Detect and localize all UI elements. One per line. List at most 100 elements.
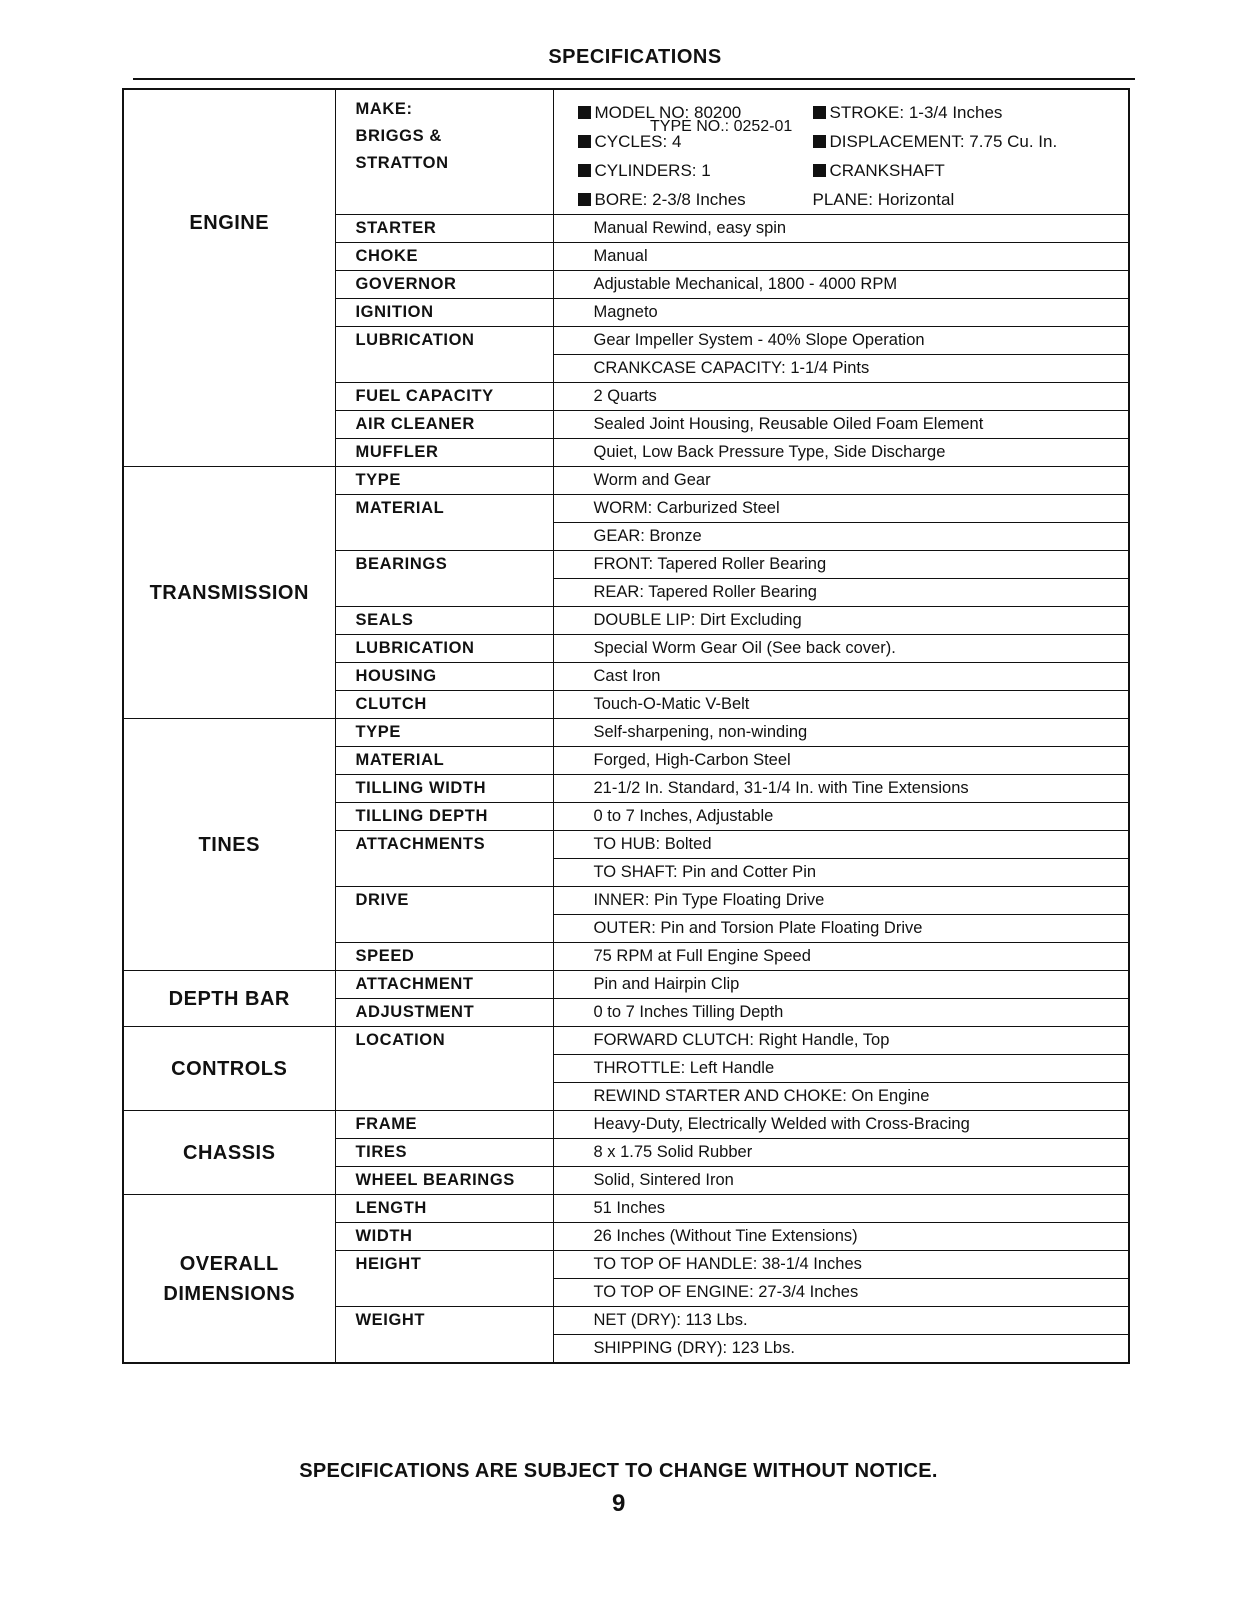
spec-label: WHEEL BEARINGS xyxy=(334,1166,554,1195)
spec-label: MATERIAL xyxy=(334,746,554,775)
top-rule xyxy=(133,78,1135,80)
bullet-square-icon xyxy=(577,164,591,177)
table-row: DRIVE INNER: Pin Type Floating Drive xyxy=(123,886,1130,943)
spec-value: Solid, Sintered Iron xyxy=(552,1166,1130,1195)
spec-label: TILLING DEPTH xyxy=(334,802,554,831)
spec-value: REAR: Tapered Roller Bearing xyxy=(552,578,1130,607)
spec-value: Self-sharpening, non-winding xyxy=(552,718,1130,747)
spec-value: SHIPPING (DRY): 123 Lbs. xyxy=(552,1334,1130,1364)
spec-value: FRONT: Tapered Roller Bearing xyxy=(552,550,1130,579)
table-row: HEIGHT TO TOP OF HANDLE: 38-1/4 Inches xyxy=(123,1250,1130,1307)
table-row: OUTER: Pin and Torsion Plate Floating Dr… xyxy=(123,914,1130,943)
make-label: MAKE: BRIGGS & STRATTON xyxy=(334,88,554,215)
spec-label: ADJUSTMENT xyxy=(334,998,554,1027)
spec-label: TILLING WIDTH xyxy=(334,774,554,803)
spec-value: INNER: Pin Type Floating Drive xyxy=(552,886,1130,915)
spec-label: BEARINGS xyxy=(334,550,554,607)
spec-value: REWIND STARTER AND CHOKE: On Engine xyxy=(552,1082,1130,1111)
spec-label: GOVERNOR xyxy=(334,270,554,299)
spec-value: THROTTLE: Left Handle xyxy=(552,1054,1130,1083)
spec-value: 0 to 7 Inches, Adjustable xyxy=(552,802,1130,831)
table-row: BEARINGS FRONT: Tapered Roller Bearing xyxy=(123,550,1130,607)
table-row: LUBRICATION Gear Impeller System - 40% Sl… xyxy=(123,326,1130,383)
spec-label: AIR CLEANER xyxy=(334,410,554,439)
spec-label: ATTACHMENT xyxy=(334,970,554,999)
spec-value: Adjustable Mechanical, 1800 - 4000 RPM xyxy=(552,270,1130,299)
table-row: LUBRICATION Special Worm Gear Oil (See ba… xyxy=(123,634,1130,663)
spec-value: Gear Impeller System - 40% Slope Operati… xyxy=(552,326,1130,355)
spec-value: Cast Iron xyxy=(552,662,1130,691)
spec-value: 0 to 7 Inches Tilling Depth xyxy=(552,998,1130,1027)
spec-value: TO TOP OF ENGINE: 27-3/4 Inches xyxy=(552,1278,1130,1307)
spec-label: MUFFLER xyxy=(334,438,554,467)
engine-spec-item: CRANKSHAFT xyxy=(812,156,1113,185)
table-row: WEIGHT NET (DRY): 113 Lbs. xyxy=(123,1306,1130,1364)
spec-value: 26 Inches (Without Tine Extensions) xyxy=(552,1222,1130,1251)
table-row: ADJUSTMENT 0 to 7 Inches Tilling Depth xyxy=(123,998,1130,1027)
spec-value: Manual xyxy=(552,242,1130,271)
engine-spec-text: CRANKSHAFT xyxy=(829,161,945,180)
table-row: CHASSIS FRAME Heavy-Duty, Electrically Wel… xyxy=(122,1110,1130,1195)
table-row: SPEED 75 RPM at Full Engine Speed xyxy=(123,942,1130,971)
bullet-square-icon xyxy=(812,135,826,148)
section-name: TRANSMISSION xyxy=(122,466,336,719)
engine-spec-text: CYCLES: 4 xyxy=(594,132,682,151)
type-number: TYPE NO.: 0252-01 xyxy=(650,118,793,135)
spec-value: Heavy-Duty, Electrically Welded with Cro… xyxy=(552,1110,1130,1139)
engine-spec-grid: MODEL NO: 80200 STROKE: 1-3/4 Inches CYCLE… xyxy=(554,90,1129,214)
make-line: MAKE: xyxy=(355,100,413,118)
table-row: THROTTLE: Left Handle xyxy=(123,1054,1130,1083)
spec-value: Magneto xyxy=(552,298,1130,327)
bullet-square-icon xyxy=(577,193,591,206)
spec-label: IGNITION xyxy=(334,298,554,327)
engine-spec-text: BORE: 2-3/8 Inches xyxy=(594,190,746,209)
spec-value: Touch-O-Matic V-Belt xyxy=(552,690,1130,719)
engine-spec-text: DISPLACEMENT: 7.75 Cu. In. xyxy=(829,132,1058,151)
spec-value: GEAR: Bronze xyxy=(552,522,1130,551)
spec-value: 8 x 1.75 Solid Rubber xyxy=(552,1138,1130,1167)
table-row: MUFFLER Quiet, Low Back Pressure Type, Si… xyxy=(123,438,1130,467)
spec-label: HEIGHT xyxy=(334,1250,554,1307)
spec-value: TO HUB: Bolted xyxy=(552,830,1130,859)
spec-label: LUBRICATION xyxy=(334,634,554,663)
spec-label: SEALS xyxy=(334,606,554,635)
spec-value: OUTER: Pin and Torsion Plate Floating Dr… xyxy=(552,914,1130,943)
table-row: DEPTH BAR ATTACHMENT Pin and Hairpin Clip xyxy=(122,970,1130,1027)
engine-spec-item: CYCLES: 4 xyxy=(577,127,813,156)
spec-label: MATERIAL xyxy=(334,494,554,551)
spec-label: TIRES xyxy=(334,1138,554,1167)
spec-label: CLUTCH xyxy=(334,690,554,719)
table-row: TINES TYPE Self-sharpening, non-winding xyxy=(122,718,1130,971)
spec-label: WEIGHT xyxy=(334,1306,554,1364)
spec-value: 51 Inches xyxy=(552,1194,1130,1223)
table-row: TO SHAFT: Pin and Cotter Pin xyxy=(123,858,1130,887)
spec-value: Special Worm Gear Oil (See back cover). xyxy=(552,634,1130,663)
table-row: TILLING WIDTH 21-1/2 In. Standard, 31-1/4… xyxy=(123,774,1130,803)
spec-label: STARTER xyxy=(334,214,554,243)
spec-value: FORWARD CLUTCH: Right Handle, Top xyxy=(552,1026,1130,1055)
engine-spec-item: DISPLACEMENT: 7.75 Cu. In. xyxy=(812,127,1113,156)
table-row: REAR: Tapered Roller Bearing xyxy=(123,578,1130,607)
spec-label: FUEL CAPACITY xyxy=(334,382,554,411)
spec-label: TYPE xyxy=(334,718,554,747)
table-row: SEALS DOUBLE LIP: Dirt Excluding xyxy=(123,606,1130,635)
specifications-table: ENGINE MAKE: BRIGGS & STRATTON MODEL NO: 802… xyxy=(122,88,1130,1364)
spec-value: TO SHAFT: Pin and Cotter Pin xyxy=(552,858,1130,887)
table-row: ATTACHMENTS TO HUB: Bolted xyxy=(123,830,1130,887)
spec-value: CRANKCASE CAPACITY: 1-1/4 Pints xyxy=(552,354,1130,383)
engine-make-row: ENGINE MAKE: BRIGGS & STRATTON MODEL NO: 802… xyxy=(122,88,1130,467)
table-row: TRANSMISSION TYPE Worm and Gear xyxy=(122,466,1130,719)
make-line: STRATTON xyxy=(355,154,449,172)
engine-spec-text: PLANE: Horizontal xyxy=(812,190,955,209)
table-row: OVERALL DIMENSIONS LENGTH 51 Inches xyxy=(122,1194,1130,1364)
table-row: WIDTH 26 Inches (Without Tine Extensions) xyxy=(123,1222,1130,1251)
engine-spec-item: CYLINDERS: 1 xyxy=(577,156,813,185)
spec-value: 21-1/2 In. Standard, 31-1/4 In. with Tin… xyxy=(552,774,1130,803)
spec-label: SPEED xyxy=(334,942,554,971)
table-row: TIRES 8 x 1.75 Solid Rubber xyxy=(123,1138,1130,1167)
engine-spec-text: MODEL NO: 80200 xyxy=(594,103,742,122)
table-row: FUEL CAPACITY 2 Quarts xyxy=(123,382,1130,411)
table-row: MATERIAL WORM: Carburized Steel xyxy=(123,494,1130,551)
spec-value: Quiet, Low Back Pressure Type, Side Disc… xyxy=(552,438,1130,467)
page-title: SPECIFICATIONS xyxy=(548,46,722,68)
